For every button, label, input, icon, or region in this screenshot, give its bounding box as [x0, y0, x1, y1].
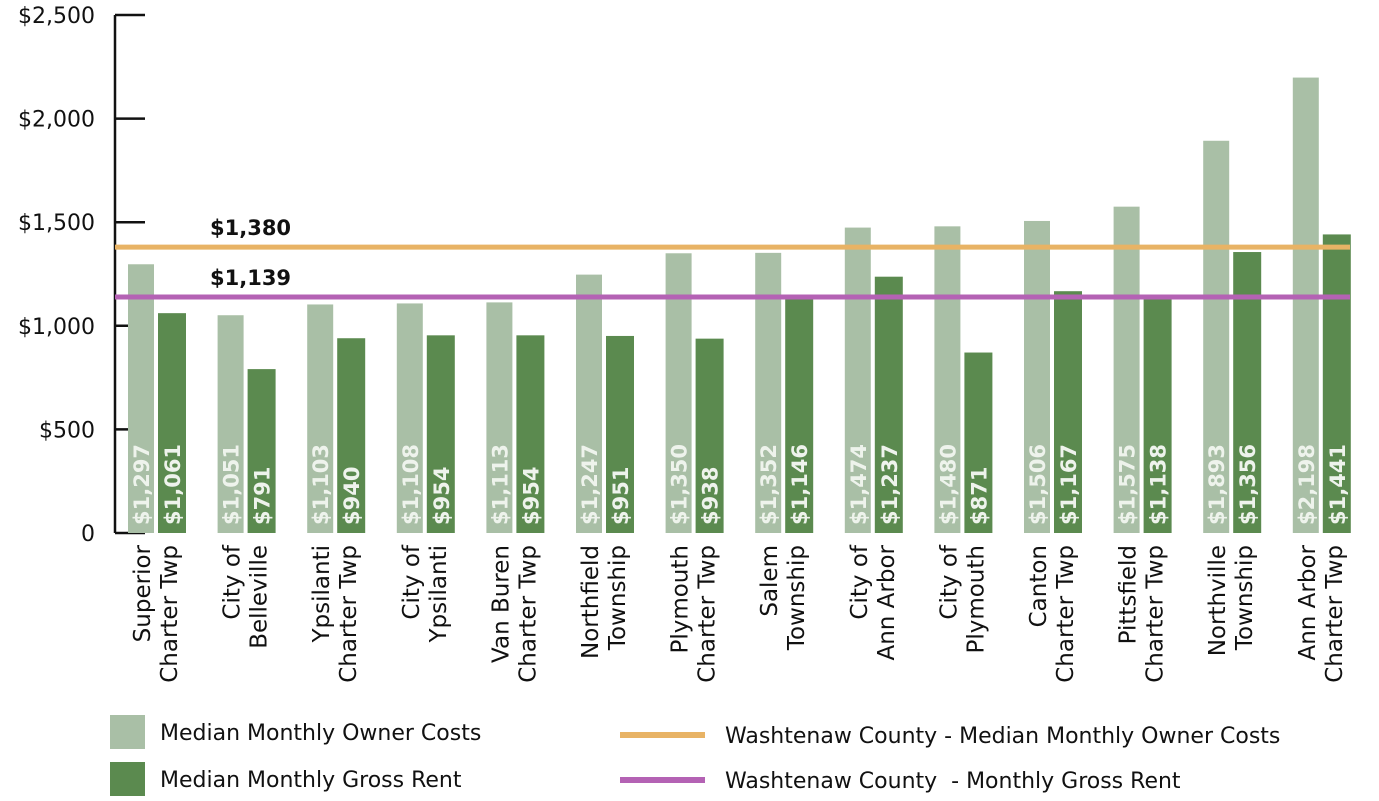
bar: [785, 295, 814, 533]
bar: [874, 276, 903, 533]
value-label: $1,237: [878, 444, 902, 525]
y-tick-label: 0: [81, 522, 95, 547]
y-tick-label: $2,000: [18, 108, 95, 133]
legend-swatch: [110, 715, 145, 749]
bar: [665, 253, 692, 533]
y-tick-label: $1,500: [18, 211, 95, 236]
legend-label: Washtenaw County - Median Monthly Owner …: [725, 724, 1280, 749]
value-label: $1,575: [1116, 444, 1140, 525]
value-label: $1,061: [161, 444, 185, 525]
x-tick-label: Township: [1232, 545, 1258, 651]
x-tick-label: Superior: [130, 544, 156, 642]
bar: [755, 252, 782, 533]
x-tick-label: City of: [936, 544, 962, 619]
value-label: $1,352: [757, 444, 781, 525]
value-label: $1,146: [788, 444, 812, 525]
bar: [486, 302, 513, 533]
bar: [1024, 220, 1050, 534]
bar: [247, 369, 276, 533]
value-label: $1,113: [488, 444, 512, 525]
value-label: $871: [967, 467, 991, 525]
bar: [217, 315, 244, 533]
legend-label: Median Monthly Owner Costs: [160, 721, 481, 746]
x-tick-label: Canton: [1026, 545, 1052, 627]
bar: [1322, 234, 1351, 533]
reference-label: $1,380: [210, 216, 291, 240]
bar: [396, 303, 423, 533]
value-label: $791: [251, 467, 275, 525]
bar: [128, 264, 154, 533]
x-tick-label: Charter Twp: [515, 545, 541, 683]
bar: [695, 338, 724, 533]
x-tick-label: Charter Twp: [336, 545, 362, 683]
x-tick-label: Charter Twp: [157, 545, 183, 683]
bar: [1054, 291, 1082, 533]
x-tick-label: Charter Twp: [1143, 545, 1169, 683]
y-tick-label: $500: [39, 418, 95, 443]
bar: [1292, 77, 1319, 533]
bar: [576, 274, 602, 533]
x-tick-label: Ypsilanti: [309, 545, 335, 644]
bar: [337, 338, 366, 533]
value-label: $1,441: [1326, 444, 1350, 525]
x-tick-label: Ann Arbor: [874, 544, 900, 660]
value-label: $1,474: [847, 444, 871, 525]
x-tick-label: Charter Twp: [1322, 545, 1348, 683]
x-tick-label: Salem: [757, 545, 783, 617]
value-label: $951: [609, 467, 633, 525]
value-label: $954: [519, 467, 543, 525]
value-label: $2,198: [1295, 444, 1319, 525]
x-tick-label: Northville: [1205, 545, 1231, 656]
value-label: $1,103: [309, 444, 333, 525]
value-label: $940: [340, 467, 364, 525]
bar: [934, 226, 961, 533]
bar: [516, 335, 545, 533]
x-tick-label: City of: [399, 544, 425, 619]
value-label: $1,297: [130, 444, 154, 525]
x-tick-label: Ann Arbor: [1295, 544, 1321, 660]
x-tick-label: Ypsilanti: [426, 545, 452, 644]
value-label: $938: [699, 467, 723, 525]
value-label: $1,051: [220, 444, 244, 525]
x-tick-label: City of: [847, 544, 873, 619]
value-label: $1,350: [668, 444, 692, 525]
x-tick-label: Charter Twp: [1053, 545, 1079, 683]
bar: [158, 313, 186, 533]
bar: [606, 335, 634, 533]
value-label: $1,356: [1236, 444, 1260, 525]
value-label: $1,247: [578, 444, 602, 525]
x-tick-label: Van Buren: [488, 545, 514, 663]
x-tick-label: Belleville: [247, 545, 273, 649]
value-label: $1,108: [399, 444, 423, 525]
value-label: $954: [430, 467, 454, 525]
bar: [1113, 206, 1140, 533]
bar: [844, 227, 871, 533]
x-tick-label: Pittsfield: [1116, 545, 1142, 644]
x-tick-label: City of: [220, 544, 246, 619]
bar: [426, 335, 455, 533]
legend-label: Washtenaw County - Monthly Gross Rent: [725, 769, 1181, 794]
reference-label: $1,139: [210, 266, 291, 290]
value-label: $1,138: [1147, 444, 1171, 525]
value-label: $1,506: [1026, 444, 1050, 525]
x-tick-label: Plymouth: [963, 545, 989, 654]
legend-swatch: [110, 762, 145, 796]
value-label: $1,480: [936, 444, 960, 525]
bar: [307, 304, 334, 533]
y-tick-label: $2,500: [18, 4, 95, 29]
y-tick-label: $1,000: [18, 315, 95, 340]
bar: [964, 352, 993, 533]
bar: [1143, 297, 1172, 533]
x-tick-label: Township: [784, 545, 810, 651]
x-tick-label: Charter Twp: [695, 545, 721, 683]
x-tick-label: Township: [605, 545, 631, 651]
value-label: $1,167: [1057, 444, 1081, 525]
legend-label: Median Monthly Gross Rent: [160, 768, 462, 793]
x-tick-label: Northfield: [578, 545, 604, 659]
value-label: $1,893: [1205, 444, 1229, 525]
x-tick-label: Plymouth: [668, 545, 694, 654]
bar: [1203, 140, 1230, 534]
